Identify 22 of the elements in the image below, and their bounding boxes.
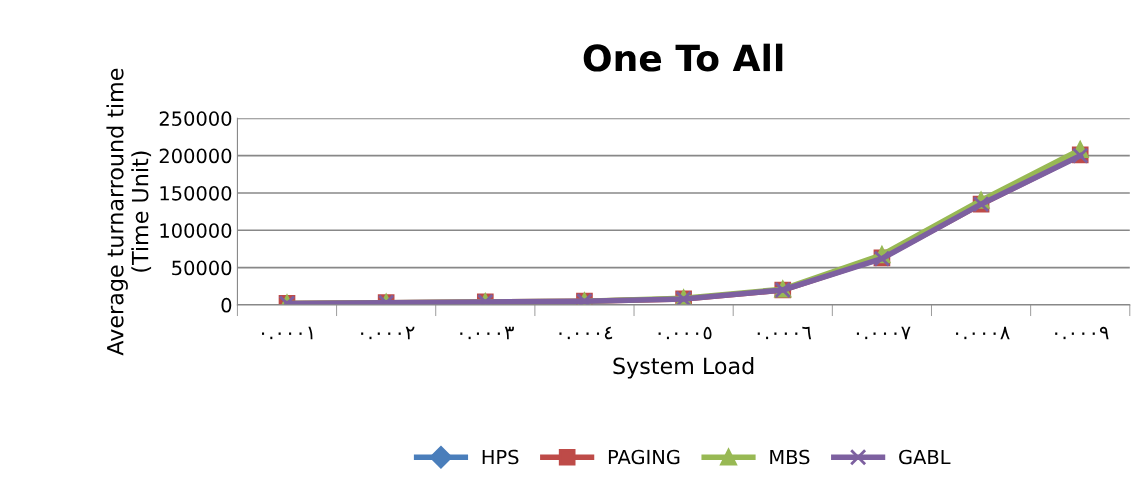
legend-label: GABL	[899, 449, 951, 465]
x-tick-label: ٠.٠٠٠٥	[658, 326, 712, 340]
y-tick-label: 250000	[159, 111, 232, 126]
y-tick-label: 150000	[160, 185, 232, 201]
y-axis-title: Average turnarround time (Time Unit)	[106, 68, 152, 356]
legend-label: PAGING	[608, 449, 680, 465]
x-axis-title: System Load	[613, 357, 754, 379]
x-tick-label: ٠.٠٠٠٩	[1055, 326, 1109, 340]
x-tick-label: ٠.٠٠٠٧	[856, 326, 911, 340]
legend-label: HPS	[482, 449, 519, 465]
x-tick-label: ٠.٠٠٠٣	[460, 326, 514, 340]
y-tick-label: 200000	[159, 148, 232, 164]
x-tick-label: ٠.٠٠٠٦	[757, 326, 812, 340]
x-tick-label: ٠.٠٠٠٢	[361, 326, 415, 340]
y-tick-label: 100000	[160, 223, 232, 238]
chart-title: One To All	[583, 43, 783, 72]
x-tick-label: ٠.٠٠٠٤	[559, 326, 613, 340]
x-tick-label: ٠.٠٠٠١	[261, 326, 313, 340]
y-tick-label: 50000	[172, 260, 232, 276]
y-tick-label: 0	[221, 297, 232, 313]
legend-label: MBS	[770, 449, 810, 465]
x-tick-label: ٠.٠٠٠٨	[956, 326, 1010, 340]
